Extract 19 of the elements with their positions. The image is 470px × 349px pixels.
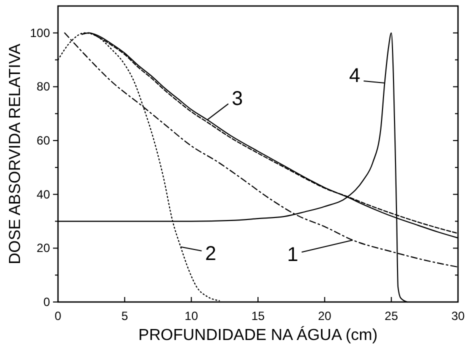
y-tick-label: 100 xyxy=(30,26,50,40)
x-axis-title: PROFUNDIDADE NA ÁGUA (cm) xyxy=(138,326,378,344)
x-tick-label: 0 xyxy=(54,309,62,323)
x-tick-label: 10 xyxy=(184,309,198,323)
annotation: 4 xyxy=(349,64,360,87)
y-tick-label: 20 xyxy=(36,241,50,256)
x-tick-label: 15 xyxy=(251,309,265,323)
y-axis-title: DOSE ABSORVIDA RELATIVA xyxy=(7,43,24,264)
annotation: 1 xyxy=(287,244,298,266)
y-tick-label: 60 xyxy=(36,134,50,148)
annotation: 3 xyxy=(232,88,243,110)
y-tick-label: 80 xyxy=(36,80,50,94)
y-tick-label: 0 xyxy=(43,295,50,309)
y-tick-label: 40 xyxy=(36,187,50,202)
x-tick-label: 25 xyxy=(384,309,398,323)
x-tick-label: 30 xyxy=(451,309,465,323)
x-tick-label: 5 xyxy=(121,309,128,323)
x-tick-label: 20 xyxy=(318,309,332,323)
annotation: 2 xyxy=(205,242,216,265)
